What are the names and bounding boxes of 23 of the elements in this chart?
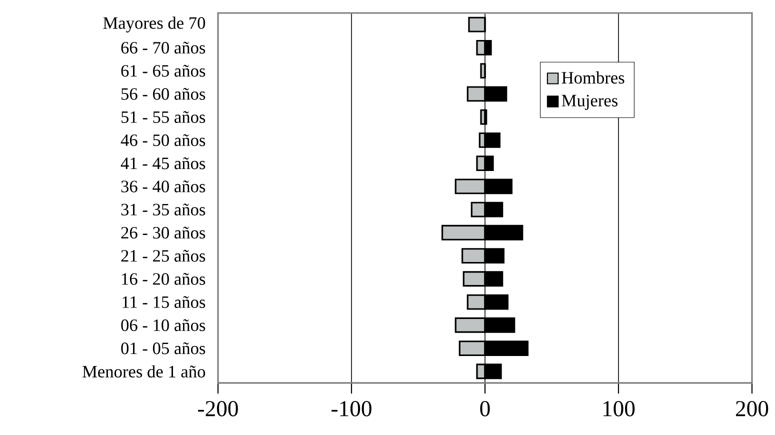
y-tick-label: 66 - 70 años xyxy=(121,42,206,54)
y-tick-label: 31 - 35 años xyxy=(121,204,206,216)
y-tick-label: 36 - 40 años xyxy=(121,180,206,192)
y-tick-label: 46 - 50 años xyxy=(120,134,206,146)
y-tick-label: 21 - 25 años xyxy=(121,250,206,262)
y-tick-label: Menores de 1 año xyxy=(82,365,206,378)
y-tick-label: 56 - 60 años xyxy=(122,88,206,100)
y-tick-label: 06 - 10 años xyxy=(121,319,206,332)
y-tick-label: 16 - 20 años xyxy=(122,272,206,285)
x-tick-label: 200 xyxy=(736,401,768,416)
y-tick-label: Mayores de 70 xyxy=(103,16,206,32)
y-tick-label: 41 - 45 años xyxy=(120,157,206,170)
x-tick-label: -100 xyxy=(332,401,372,416)
x-tick-label: -200 xyxy=(198,401,238,416)
x-tick-label: 0 xyxy=(480,401,490,416)
y-tick-label: 51 - 55 años xyxy=(122,111,206,123)
legend-label: Hombres xyxy=(562,71,624,84)
y-tick-label: 26 - 30 años xyxy=(121,226,206,239)
legend-label: Mujeres xyxy=(562,94,618,110)
y-tick-label: 11 - 15 años xyxy=(122,296,206,308)
y-tick-label: 01 - 05 años xyxy=(121,342,206,354)
x-tick-label: 100 xyxy=(603,401,635,416)
y-tick-label: 61 - 65 años xyxy=(121,64,206,77)
